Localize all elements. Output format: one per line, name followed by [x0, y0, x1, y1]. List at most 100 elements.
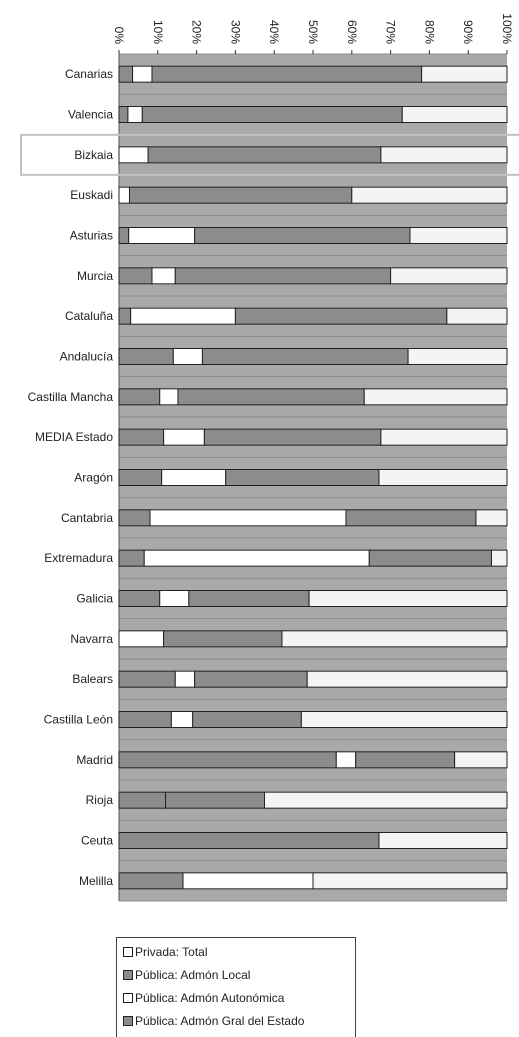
legend-label: Pública: Admón Local	[135, 968, 251, 982]
category-label: Navarra	[70, 632, 113, 646]
bar-segment	[132, 65, 153, 83]
legend-swatch	[123, 993, 133, 1003]
x-tick-label: 50%	[306, 20, 320, 44]
bar-segment	[188, 590, 310, 607]
category-label: Extremadura	[44, 551, 113, 565]
x-tick-label: 20%	[190, 20, 204, 44]
bar-segment	[170, 711, 194, 728]
bar-segment	[490, 549, 508, 567]
category-label: Canarias	[65, 67, 113, 81]
bar-segment	[380, 146, 508, 164]
bar-segment	[192, 711, 302, 728]
legend-swatch	[123, 1016, 133, 1026]
bar-segment	[127, 106, 143, 123]
category-label: Madrid	[76, 753, 113, 767]
bar-segment	[118, 428, 165, 446]
bar-segment	[421, 65, 508, 83]
bar-segment	[446, 307, 508, 325]
bar-segment	[118, 186, 130, 204]
bar-segment	[128, 227, 196, 244]
bar-segment	[118, 549, 145, 567]
category-label: MEDIA Estado	[35, 430, 113, 444]
bar-segment	[172, 348, 203, 365]
bar-segment	[118, 267, 153, 285]
bar-segment	[363, 388, 508, 406]
bar-segment	[234, 307, 448, 325]
bar-segment	[151, 65, 423, 83]
category-label: Castilla Mancha	[28, 390, 114, 404]
bar-segment	[306, 670, 508, 688]
bar-segment	[118, 65, 134, 83]
bar-segment	[351, 186, 508, 204]
category-label: Valencia	[68, 108, 113, 122]
bar-segment	[118, 146, 149, 164]
legend-item-privada-total: Privada: Total	[123, 945, 208, 959]
bar-segment	[118, 388, 161, 406]
bar-segment	[308, 590, 508, 607]
category-label: Galicia	[76, 592, 113, 606]
bar-segment	[161, 469, 227, 486]
category-label: Ceuta	[81, 834, 113, 848]
x-tick-label: 0%	[112, 27, 126, 45]
bar-segment	[368, 549, 492, 567]
bar-segment	[118, 106, 129, 123]
bar-segment	[118, 670, 176, 688]
x-tick-label: 60%	[345, 20, 359, 44]
bar-segment	[118, 307, 132, 325]
bar-segment	[390, 267, 508, 285]
category-label: Murcia	[77, 269, 113, 283]
bar-segment	[201, 348, 409, 365]
x-tick-label: 100%	[500, 13, 514, 44]
bar-segment	[264, 791, 508, 809]
category-label: Castilla León	[44, 713, 113, 727]
bar-segment	[118, 469, 163, 486]
bar-segment	[225, 469, 380, 486]
legend-item-admon-autonomica: Pública: Admón Autonómica	[123, 991, 284, 1005]
bar-segment	[163, 630, 283, 648]
bars	[118, 65, 508, 890]
bar-segment	[159, 388, 179, 406]
bar-segment	[151, 267, 176, 285]
bar-segment	[118, 509, 151, 527]
legend-swatch	[123, 947, 133, 957]
bar-segment	[378, 469, 508, 486]
category-label: Cantabria	[61, 511, 113, 525]
bar-segment	[159, 590, 190, 607]
category-label: Rioja	[86, 793, 114, 807]
x-tick-label: 40%	[267, 20, 281, 44]
bar-segment	[355, 751, 456, 769]
legend-item-admon-local: Pública: Admón Local	[123, 968, 250, 982]
bar-segment	[182, 872, 314, 890]
legend-label: Privada: Total	[135, 945, 208, 959]
bar-segment	[281, 630, 508, 648]
bar-segment	[118, 590, 161, 607]
bar-segment	[335, 751, 357, 769]
bar-segment	[130, 307, 236, 325]
bar-segment	[118, 832, 380, 849]
bar-segment	[380, 428, 508, 446]
bar-segment	[401, 106, 508, 123]
category-label: Melilla	[79, 874, 113, 888]
bar-segment	[118, 751, 337, 769]
category-label: Andalucía	[60, 350, 114, 364]
bar-segment	[194, 227, 411, 244]
bar-segment	[128, 186, 353, 204]
category-label: Balears	[72, 672, 113, 686]
x-tick-label: 90%	[461, 20, 475, 44]
category-label: Cataluña	[65, 309, 113, 323]
bar-segment	[203, 428, 382, 446]
bar-segment	[165, 791, 265, 809]
bar-segment	[312, 872, 508, 890]
bar-segment	[141, 106, 403, 123]
y-axis: Canarias Valencia Bizkaia Euskadi Asturias Mu…	[28, 67, 114, 888]
legend-item-admon-gral-estado: Pública: Admón Gral del Estado	[123, 1014, 304, 1028]
bar-segment	[118, 872, 184, 890]
bar-segment	[300, 711, 508, 728]
highlight-box-outline	[20, 133, 519, 176]
bar-segment	[118, 711, 172, 728]
bar-segment	[118, 630, 165, 648]
bar-segment	[194, 670, 308, 688]
bar-segment	[409, 227, 508, 244]
bar-segment	[177, 388, 365, 406]
bar-segment	[174, 267, 392, 285]
